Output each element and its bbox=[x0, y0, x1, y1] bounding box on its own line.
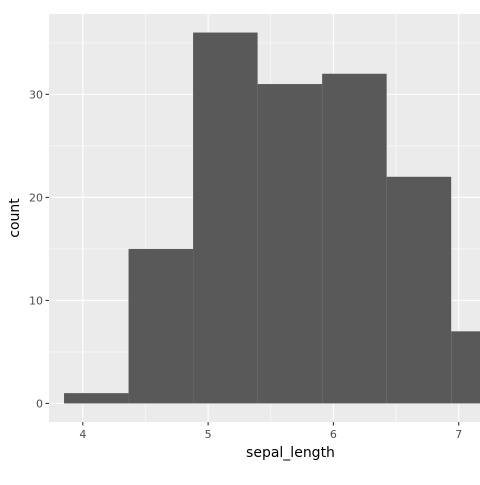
x-tick-label: 6 bbox=[330, 428, 337, 441]
histogram-bar bbox=[451, 331, 480, 404]
x-axis: 4 5 6 7 bbox=[79, 422, 462, 441]
histogram-bar bbox=[257, 84, 323, 404]
histogram-bars bbox=[64, 32, 480, 404]
y-tick-label: 0 bbox=[36, 397, 43, 410]
y-tick-label: 20 bbox=[29, 191, 43, 204]
x-tick-label: 5 bbox=[205, 428, 212, 441]
histogram-bar bbox=[193, 32, 258, 404]
histogram-bar bbox=[128, 248, 194, 404]
histogram-bar bbox=[386, 176, 452, 404]
y-tick-label: 30 bbox=[29, 88, 43, 101]
y-tick-label: 10 bbox=[29, 294, 43, 307]
x-tick-label: 4 bbox=[79, 428, 86, 441]
histogram-bar bbox=[64, 393, 129, 404]
histogram-bar bbox=[322, 73, 387, 404]
x-axis-title: sepal_length bbox=[246, 445, 335, 461]
y-axis-title: count bbox=[7, 198, 23, 238]
y-axis: 0 10 20 30 bbox=[29, 88, 49, 410]
x-tick-label: 7 bbox=[455, 428, 462, 441]
